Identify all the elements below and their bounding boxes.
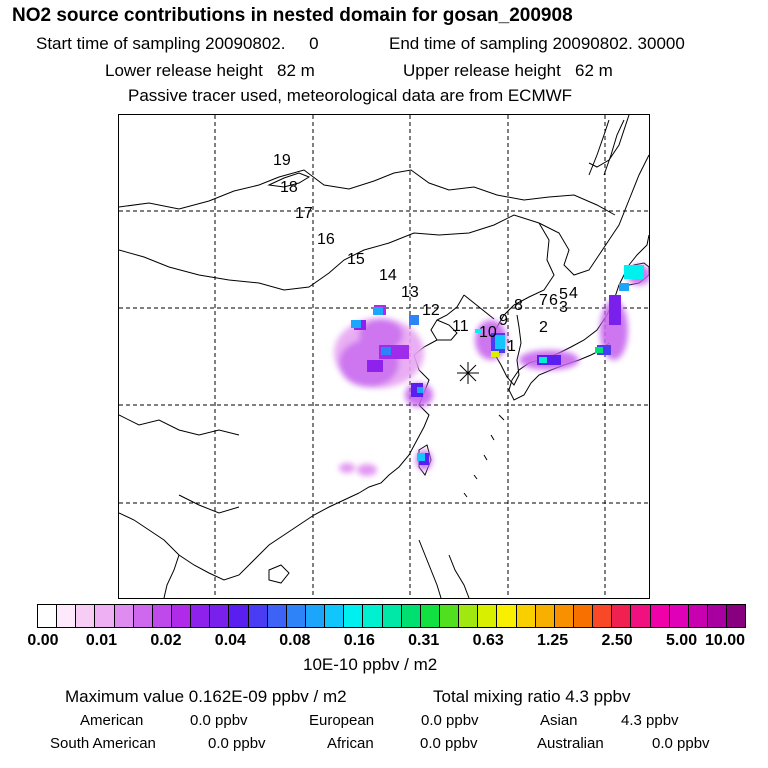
trajectory-label: 7 — [539, 292, 548, 309]
colorbar-segment — [114, 605, 134, 627]
colorbar-tick-label: 0.04 — [214, 632, 246, 649]
colorbar-segment — [401, 605, 421, 627]
trajectory-label: 17 — [295, 205, 313, 222]
colorbar-segment — [363, 605, 383, 627]
trajectory-label: 6 — [549, 292, 558, 309]
asian-value: 4.3 ppbv — [621, 712, 679, 729]
colorbar-segment — [535, 605, 555, 627]
trajectory-label: 1 — [507, 338, 516, 355]
colorbar-segment — [305, 605, 326, 627]
end-time-label: End time of sampling 20090802. 30000 — [389, 34, 685, 53]
colorbar-tick-label: 0.01 — [85, 632, 118, 649]
colorbar-segment — [554, 605, 574, 627]
colorbar-tick-label: 0.16 — [343, 632, 375, 649]
colorbar-segment — [497, 605, 517, 627]
colorbar-segment — [478, 605, 498, 627]
australian-label: Australian — [537, 735, 604, 752]
trajectory-label: 12 — [422, 302, 440, 319]
receptor-marker — [457, 362, 479, 384]
colorbar-segment — [420, 605, 440, 627]
colorbar-segment — [650, 605, 670, 627]
colorbar-segment — [707, 605, 728, 627]
african-label: African — [327, 735, 374, 752]
south-american-label: South American — [50, 735, 156, 752]
colorbar-tick-label: 0.00 — [27, 632, 59, 649]
trajectory-label: 13 — [401, 284, 419, 301]
colorbar-segment — [593, 605, 613, 627]
colorbar-tick-label: 2.50 — [601, 632, 633, 649]
south-american-value: 0.0 ppbv — [208, 735, 266, 752]
colorbar-segment — [76, 605, 96, 627]
colorbar-segment — [57, 605, 77, 627]
colorbar-segment — [171, 605, 192, 627]
colorbar-segment — [210, 605, 230, 627]
trajectory-label: 3 — [559, 299, 568, 316]
colorbar-tick-label: 0.31 — [408, 632, 440, 649]
colorbar-tick-label: 1.25 — [537, 632, 569, 649]
colorbar-segment — [325, 605, 345, 627]
colorbar-segment — [669, 605, 689, 627]
colorbar-segment — [612, 605, 632, 627]
colorbar-tick-label: 0.08 — [279, 632, 311, 649]
colorbar-segment — [459, 605, 479, 627]
trajectory-label: 19 — [273, 152, 291, 169]
lower-height-label: Lower release height 82 m — [105, 61, 315, 80]
asian-label: Asian — [540, 712, 578, 729]
colorbar-segment — [248, 605, 268, 627]
colorbar-segment — [38, 605, 58, 627]
colorbar-segment — [191, 605, 211, 627]
australian-value: 0.0 ppbv — [652, 735, 710, 752]
colorbar — [37, 604, 746, 628]
chart-title: NO2 source contributions in nested domai… — [12, 5, 573, 26]
trajectory-label: 4 — [569, 285, 578, 302]
colorbar-segment — [688, 605, 708, 627]
colorbar-tick-label: 10.00 — [704, 632, 746, 649]
colorbar-segment — [95, 605, 115, 627]
colorbar-segment — [133, 605, 153, 627]
trajectory-label: 9 — [499, 312, 508, 329]
map-panel: 19 18 17 16 15 14 13 12 11 10 9 8 7 6 5 3 4 2 1 — [118, 114, 650, 599]
american-label: American — [80, 712, 144, 729]
tracer-note: Passive tracer used, meteorological data… — [128, 86, 573, 105]
trajectory-label: 2 — [539, 319, 548, 336]
maximum-value: Maximum value 0.162E-09 ppbv / m2 — [65, 687, 347, 706]
colorbar-segment — [229, 605, 249, 627]
trajectory-label: 14 — [379, 267, 397, 284]
colorbar-unit: 10E-10 ppbv / m2 — [303, 655, 438, 674]
european-value: 0.0 ppbv — [421, 712, 479, 729]
colorbar-segment — [516, 605, 536, 627]
trajectory-label: 8 — [514, 297, 523, 314]
african-value: 0.0 ppbv — [420, 735, 478, 752]
trajectory-label: 11 — [452, 318, 469, 335]
colorbar-tick-label: 0.63 — [472, 632, 504, 649]
colorbar-segment — [573, 605, 594, 627]
colorbar-segment — [439, 605, 460, 627]
trajectory-label: 10 — [479, 324, 497, 341]
colorbar-segment — [382, 605, 402, 627]
trajectory-label: 18 — [280, 179, 298, 196]
trajectory-label: 16 — [317, 231, 335, 248]
colorbar-segment — [344, 605, 364, 627]
colorbar-ticks: 0.00 0.01 0.02 0.04 0.08 0.16 0.31 0.63 1.25 2.50… — [0, 632, 768, 652]
colorbar-tick-label: 0.02 — [150, 632, 182, 649]
colorbar-segment — [727, 605, 746, 627]
upper-height-label: Upper release height 62 m — [403, 61, 613, 80]
colorbar-segment — [152, 605, 172, 627]
european-label: European — [309, 712, 375, 729]
colorbar-segment — [631, 605, 651, 627]
concentration-field — [334, 265, 649, 476]
colorbar-tick-label: 5.00 — [665, 632, 698, 649]
colorbar-segment — [267, 605, 287, 627]
trajectory-label: 5 — [559, 286, 568, 303]
trajectory-label: 15 — [347, 251, 365, 268]
american-value: 0.0 ppbv — [190, 712, 248, 729]
start-time-label: Start time of sampling 20090802. 0 — [36, 34, 319, 53]
colorbar-segment — [286, 605, 306, 627]
total-mixing-ratio: Total mixing ratio 4.3 ppbv — [433, 687, 631, 706]
